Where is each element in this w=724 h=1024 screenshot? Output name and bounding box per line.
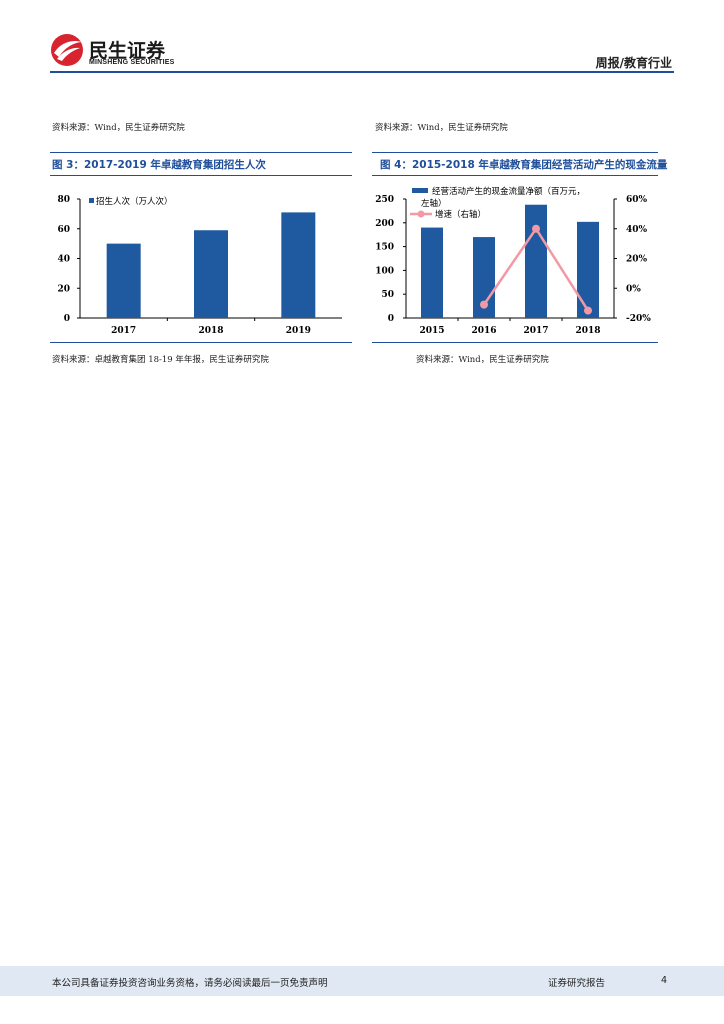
fig3-x-tick-label: 2017 xyxy=(111,326,136,336)
fig4-y-left-tick-label: 150 xyxy=(375,243,394,253)
fig4-y-right-tick-label: 60% xyxy=(626,195,648,205)
fig4-y-left-tick-label: 200 xyxy=(375,219,394,229)
top-source-left: 资料来源：Wind，民生证券研究院 xyxy=(52,123,185,133)
fig3-y-tick-label: 40 xyxy=(57,255,70,265)
fig4-legend-line-marker xyxy=(417,210,425,218)
logo xyxy=(50,33,84,67)
fig3-bar xyxy=(106,243,141,318)
fig3-x-tick-label: 2019 xyxy=(286,326,311,336)
fig4-legend-bar-label-cont: 左轴） xyxy=(421,198,447,209)
fig4-y-right-tick-label: 20% xyxy=(626,255,648,265)
footer-disclaimer: 本公司具备证券投资咨询业务资格，请务必阅读最后一页免责声明 xyxy=(52,978,328,989)
fig4-y-left-tick-label: 250 xyxy=(375,195,394,205)
brand-name-cn: 民生证券 xyxy=(89,40,166,62)
fig4-x-tick-label: 2018 xyxy=(575,326,600,336)
fig4-x-tick-label: 2017 xyxy=(523,326,548,336)
report-type: 周报/教育行业 xyxy=(595,56,672,70)
top-source-right: 资料来源：Wind，民生证券研究院 xyxy=(375,123,508,133)
fig4-x-tick-label: 2015 xyxy=(419,326,444,336)
fig4-growth-point xyxy=(532,224,540,233)
fig4-bar xyxy=(421,227,443,318)
fig4-y-left-tick-label: 100 xyxy=(375,266,394,276)
fig3-title: 图 3：2017-2019 年卓越教育集团招生人次 xyxy=(52,159,266,171)
fig3-chart: 0 20 40 60 80 2017 2018 2019 招生人次（万人次） xyxy=(57,195,342,336)
fig3-y-tick-label: 60 xyxy=(57,225,70,235)
fig3-bottom-rule xyxy=(50,342,352,343)
fig3-legend-label: 招生人次（万人次） xyxy=(96,196,173,207)
fig3-y-tick-label: 0 xyxy=(64,314,70,324)
fig3-y-tick-label: 80 xyxy=(57,195,70,205)
fig4-chart: 0 50 100 150 200 250 -20% 0% 20% 40% 60% 2015 2016 20… xyxy=(375,186,651,336)
fig4-y-right-tick-label: 40% xyxy=(626,225,648,235)
fig3-top-rule xyxy=(50,152,352,153)
fig4-legend-line-label: 增速（右轴） xyxy=(435,209,486,220)
footer-bar xyxy=(0,966,724,996)
fig4-bottom-rule xyxy=(372,342,658,343)
footer-doc-type: 证券研究报告 xyxy=(548,978,606,989)
fig3-bar xyxy=(281,212,316,318)
page-number: 4 xyxy=(661,975,668,986)
fig4-y-right-tick-label: 0% xyxy=(626,284,641,294)
fig4-growth-point xyxy=(480,300,488,309)
fig4-bar xyxy=(577,221,599,318)
fig3-legend-swatch xyxy=(89,198,94,203)
fig4-top-rule xyxy=(372,152,658,153)
fig4-y-left-tick-label: 50 xyxy=(381,290,394,300)
fig4-title: 图 4：2015-2018 年卓越教育集团经营活动产生的现金流量 xyxy=(380,159,668,171)
header-rule xyxy=(50,71,674,73)
fig3-x-tick-label: 2018 xyxy=(198,326,223,336)
fig4-title-rule xyxy=(372,175,658,176)
fig4-growth-point xyxy=(584,306,592,315)
fig4-source: 资料来源：Wind，民生证券研究院 xyxy=(416,355,549,365)
fig4-bar xyxy=(525,204,547,318)
brand-name-en: MINSHENG SECURITIES xyxy=(89,59,175,66)
fig4-y-right-tick-label: -20% xyxy=(626,314,651,324)
fig4-y-left-tick-label: 0 xyxy=(388,314,394,324)
fig4-x-tick-label: 2016 xyxy=(471,326,496,336)
fig3-source: 资料来源：卓越教育集团 18-19 年年报，民生证券研究院 xyxy=(52,355,269,365)
fig3-title-rule xyxy=(50,175,352,176)
logo-emblem-icon xyxy=(51,34,83,66)
fig3-bar xyxy=(194,230,228,318)
fig4-legend-bar-swatch xyxy=(412,188,428,193)
fig4-legend-bar-label: 经营活动产生的现金流量净额（百万元， xyxy=(432,186,585,197)
fig3-y-tick-label: 20 xyxy=(57,284,70,294)
